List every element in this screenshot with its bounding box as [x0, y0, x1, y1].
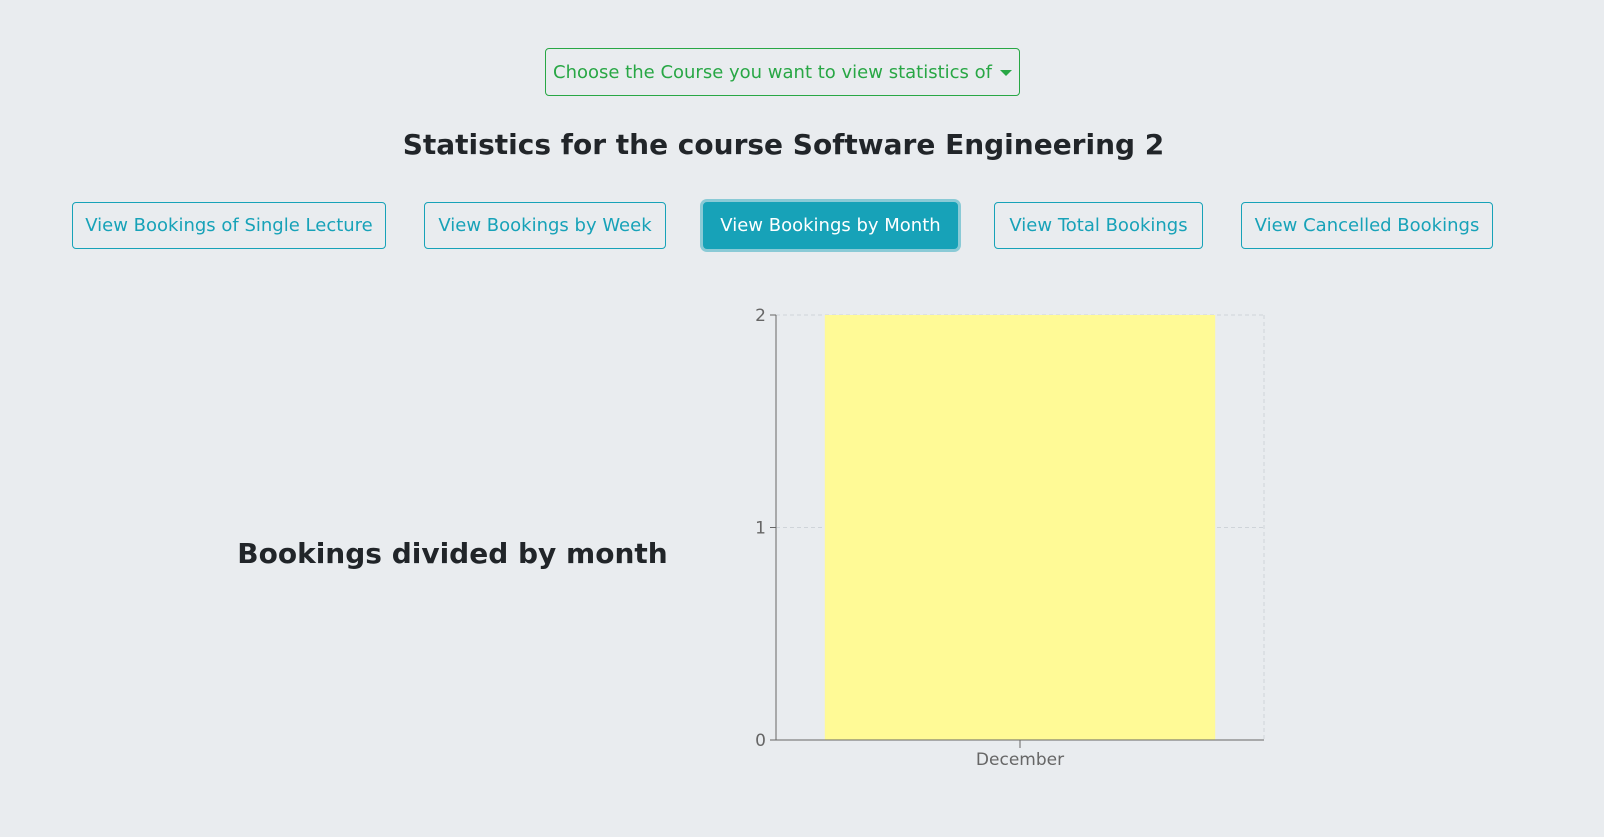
course-dropdown-label: Choose the Course you want to view stati…	[553, 61, 993, 83]
tab-by-month-button[interactable]: View Bookings by Month	[703, 202, 958, 249]
caret-down-icon	[1000, 70, 1013, 76]
x-tick-label: December	[976, 750, 1064, 770]
chart-title: Bookings divided by month	[237, 537, 668, 570]
y-tick-label: 2	[755, 306, 766, 326]
y-tick-label: 1	[755, 519, 766, 539]
y-tick-label: 0	[755, 731, 766, 751]
tab-cancelled-bookings-button[interactable]: View Cancelled Bookings	[1241, 202, 1493, 249]
page-title: Statistics for the course Software Engin…	[402, 128, 1165, 161]
tab-single-lecture-button[interactable]: View Bookings of Single Lecture	[72, 202, 386, 249]
bookings-bar-chart: December 0 1 2	[755, 306, 1265, 770]
bar-december	[824, 315, 1216, 740]
course-dropdown-button[interactable]: Choose the Course you want to view stati…	[545, 48, 1020, 96]
tab-total-bookings-button[interactable]: View Total Bookings	[994, 202, 1203, 249]
tab-by-week-button[interactable]: View Bookings by Week	[424, 202, 666, 249]
